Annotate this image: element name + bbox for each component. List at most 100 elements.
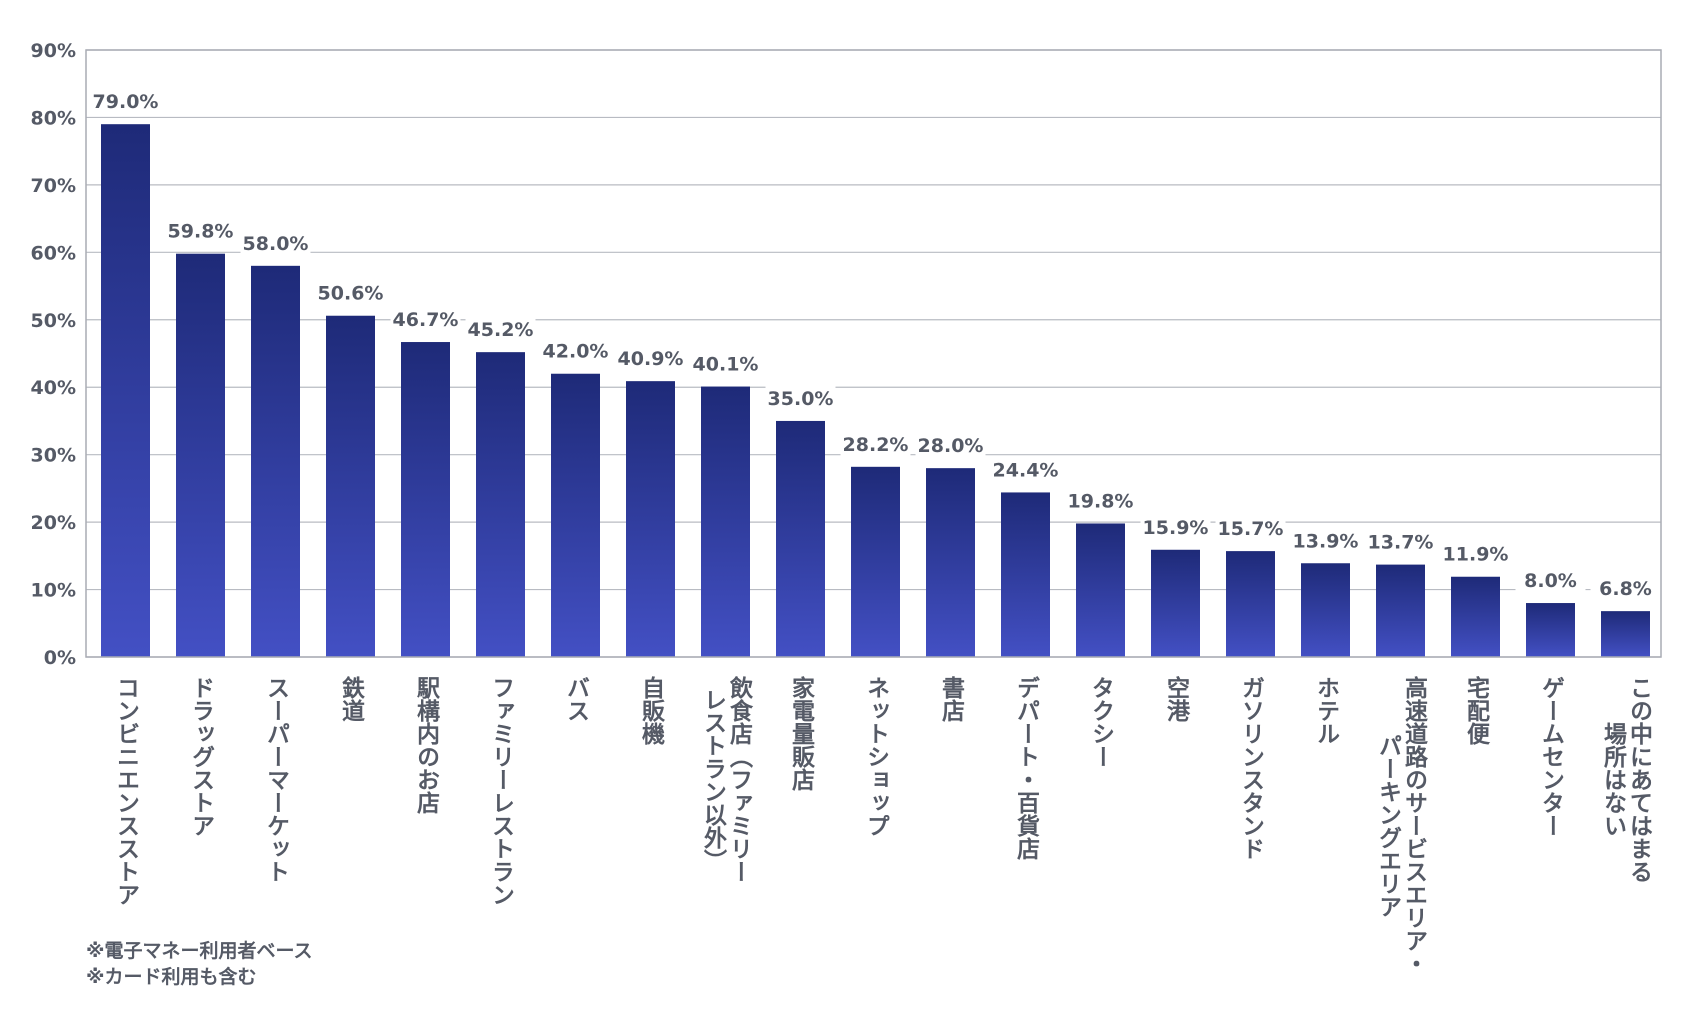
value-label: 46.7% bbox=[393, 309, 459, 331]
y-tick-label: 30% bbox=[31, 445, 76, 467]
value-label-background bbox=[390, 307, 461, 333]
value-label: 79.0% bbox=[93, 91, 159, 113]
category-label: 飲食店（ファミリー レストラン以外） bbox=[699, 676, 752, 883]
value-label: 8.0% bbox=[1524, 570, 1577, 592]
bar bbox=[401, 342, 450, 657]
footnotes: ※電子マネー利用者ベース ※カード利用も含む bbox=[86, 938, 313, 990]
value-label-background bbox=[765, 385, 836, 411]
y-tick-label: 80% bbox=[31, 107, 76, 129]
bar bbox=[1076, 523, 1125, 657]
footnote-base: ※電子マネー利用者ベース bbox=[86, 940, 313, 962]
bar bbox=[626, 381, 675, 657]
value-label-background bbox=[615, 346, 686, 372]
bar bbox=[701, 386, 750, 657]
category-label: スーパーマーケット bbox=[262, 676, 289, 883]
y-tick-label: 0% bbox=[44, 647, 76, 669]
value-label: 28.0% bbox=[918, 435, 984, 457]
bar bbox=[176, 253, 225, 657]
bar bbox=[1001, 492, 1050, 657]
value-label: 28.2% bbox=[843, 434, 909, 456]
category-label: 鉄道 bbox=[337, 676, 364, 722]
y-tick-label: 70% bbox=[31, 175, 76, 197]
value-label-background bbox=[1365, 529, 1436, 555]
y-tick-label: 40% bbox=[31, 377, 76, 399]
value-label: 13.9% bbox=[1293, 530, 1359, 552]
value-label: 50.6% bbox=[318, 283, 384, 305]
value-label: 35.0% bbox=[768, 388, 834, 410]
y-tick-label: 90% bbox=[31, 40, 76, 62]
category-label: タクシー bbox=[1087, 676, 1114, 768]
category-label: 駅構内のお店 bbox=[412, 676, 439, 814]
value-labels: 79.0% 59.8% 58.0% 50.6% 46.7% 45.2% 42.0% 40.9%… bbox=[90, 89, 1661, 602]
bar bbox=[1151, 549, 1200, 657]
value-label: 42.0% bbox=[543, 341, 609, 363]
value-label-background bbox=[240, 230, 311, 256]
value-label: 40.1% bbox=[693, 354, 759, 376]
value-label-background bbox=[315, 280, 386, 306]
category-label: 自販機 bbox=[637, 676, 664, 745]
category-label: ファミリーレストラン bbox=[487, 676, 514, 906]
value-label-background bbox=[165, 218, 236, 244]
category-label: デパート・百貨店 bbox=[1012, 676, 1039, 860]
plot-frame bbox=[85, 49, 1662, 658]
value-label-background bbox=[990, 457, 1061, 483]
bar bbox=[776, 420, 825, 657]
category-label: ガソリンスタンド bbox=[1237, 676, 1264, 860]
bar bbox=[251, 265, 300, 657]
value-label-background bbox=[540, 338, 611, 364]
bar bbox=[1526, 603, 1575, 657]
value-label-background bbox=[1140, 514, 1211, 540]
value-label-background bbox=[1290, 528, 1361, 554]
y-tick-label: 60% bbox=[31, 242, 76, 264]
value-label-background bbox=[1065, 488, 1136, 514]
y-tick-label: 50% bbox=[31, 310, 76, 332]
bar bbox=[1301, 563, 1350, 657]
value-label: 6.8% bbox=[1599, 578, 1652, 600]
value-label-background bbox=[1215, 516, 1286, 542]
y-axis-ticks: 0% 10% 20% 30% 40% 50% 60% 70% 80% 90% bbox=[31, 40, 76, 669]
value-label: 45.2% bbox=[468, 319, 534, 341]
value-label-background bbox=[1440, 541, 1511, 567]
value-label-background bbox=[915, 433, 986, 459]
value-label: 58.0% bbox=[243, 233, 309, 255]
bar bbox=[326, 315, 375, 657]
value-label: 19.8% bbox=[1068, 490, 1134, 512]
value-label-background bbox=[1590, 576, 1661, 602]
category-label: 高速道路のサービスエリア・ パーキングエリア bbox=[1374, 676, 1427, 975]
bar bbox=[551, 373, 600, 657]
category-label: コンビニエンスストア bbox=[112, 676, 139, 906]
footnote-card: ※カード利用も含む bbox=[86, 966, 257, 988]
category-label: バス bbox=[562, 676, 589, 722]
category-label: 宅配便 bbox=[1462, 676, 1489, 745]
bar bbox=[851, 466, 900, 657]
value-label: 40.9% bbox=[618, 348, 684, 370]
value-label-background bbox=[90, 89, 161, 115]
category-label: ホテル bbox=[1312, 676, 1339, 745]
y-tick-label: 20% bbox=[31, 512, 76, 534]
category-label: ネットショップ bbox=[862, 676, 889, 837]
bar bbox=[926, 468, 975, 657]
value-label: 15.9% bbox=[1143, 517, 1209, 539]
value-label-background bbox=[465, 317, 536, 343]
bar bbox=[1451, 576, 1500, 657]
bar bbox=[101, 124, 150, 657]
bars bbox=[101, 124, 1650, 657]
category-label: ゲームセンター bbox=[1537, 676, 1564, 837]
value-label: 13.7% bbox=[1368, 532, 1434, 554]
value-label: 59.8% bbox=[168, 221, 234, 243]
value-label: 11.9% bbox=[1443, 544, 1509, 566]
bar bbox=[1226, 551, 1275, 657]
bar bbox=[1601, 611, 1650, 657]
value-label: 24.4% bbox=[993, 459, 1059, 481]
category-label: ドラッグストア bbox=[187, 676, 214, 837]
bar bbox=[476, 352, 525, 657]
bar bbox=[1376, 564, 1425, 657]
category-label: 書店 bbox=[937, 676, 964, 722]
category-label: 家電量販店 bbox=[787, 676, 814, 791]
value-label-background bbox=[1515, 568, 1586, 594]
category-label: 空港 bbox=[1162, 676, 1189, 722]
value-label: 15.7% bbox=[1218, 518, 1284, 540]
y-tick-label: 10% bbox=[31, 580, 76, 602]
value-label-background bbox=[690, 351, 761, 377]
